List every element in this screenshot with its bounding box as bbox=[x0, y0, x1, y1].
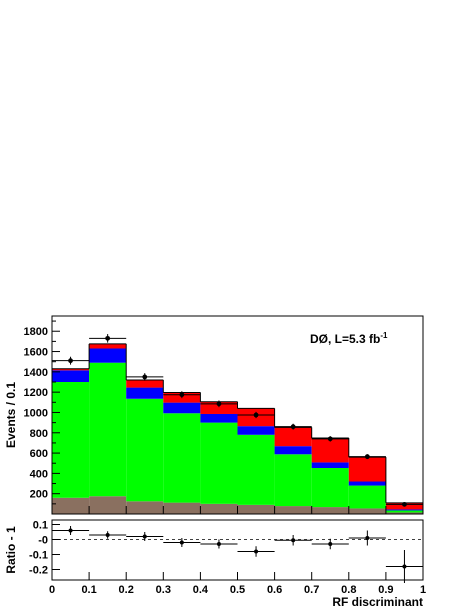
bar-series1-bin3 bbox=[163, 413, 201, 503]
bar-series1-bin0 bbox=[52, 382, 90, 498]
data-point-8 bbox=[364, 454, 370, 460]
bar-series1-bin6 bbox=[274, 454, 312, 507]
bar-series1-bin7 bbox=[311, 468, 349, 508]
ratio-point-7 bbox=[328, 542, 333, 546]
xtick-label-7: 0.7 bbox=[304, 584, 319, 596]
data-point-0 bbox=[68, 358, 73, 364]
data-point-3 bbox=[179, 392, 185, 398]
xtick-label-0: 0 bbox=[49, 584, 55, 596]
bar-series0-bin9 bbox=[385, 512, 423, 514]
bar-series3-bin1 bbox=[89, 343, 127, 349]
main-ytick-label-4: 1000 bbox=[24, 407, 48, 419]
bar-series1-bin2 bbox=[126, 398, 164, 502]
ratio-ytick-label-1: -0.1 bbox=[29, 550, 48, 562]
ratio-plot-frame bbox=[52, 520, 423, 580]
bar-series0-bin0 bbox=[52, 497, 90, 514]
bar-series0-bin6 bbox=[274, 506, 312, 514]
bar-series2-bin7 bbox=[311, 462, 349, 469]
bar-series3-bin6 bbox=[274, 427, 312, 447]
bar-series3-bin7 bbox=[311, 438, 349, 463]
ratio-ytick-label-2: -0 bbox=[38, 535, 48, 547]
bar-series2-bin3 bbox=[163, 402, 201, 414]
bar-series0-bin5 bbox=[237, 504, 275, 514]
ratio-point-4 bbox=[216, 542, 221, 546]
ratio-ytick-label-3: 0.1 bbox=[33, 520, 48, 532]
xtick-label-1: 0.1 bbox=[81, 584, 96, 596]
bar-series0-bin7 bbox=[311, 507, 349, 514]
bar-series2-bin4 bbox=[200, 413, 238, 423]
bar-series3-bin8 bbox=[348, 457, 386, 482]
bar-series0-bin8 bbox=[348, 508, 386, 514]
bar-series0-bin2 bbox=[126, 501, 164, 514]
bar-series1-bin9 bbox=[385, 510, 423, 513]
y-axis-title: Events / 0.1 bbox=[4, 382, 18, 448]
ratio-point-2 bbox=[142, 534, 147, 539]
main-ytick-label-8: 1800 bbox=[24, 326, 48, 338]
ratio-point-5 bbox=[254, 549, 259, 554]
main-ytick-label-1: 400 bbox=[30, 468, 48, 480]
main-plot-border bbox=[51, 315, 424, 515]
ratio-point-1 bbox=[105, 533, 110, 537]
xtick-label-2: 0.2 bbox=[119, 584, 134, 596]
ratio-point-0 bbox=[68, 528, 73, 533]
bar-series1-bin8 bbox=[348, 485, 386, 509]
ratio-point-8 bbox=[365, 536, 370, 540]
bar-series0-bin3 bbox=[163, 502, 201, 514]
bar-series2-bin5 bbox=[237, 426, 275, 435]
xtick-label-5: 0.5 bbox=[230, 584, 245, 596]
main-ytick-label-5: 1200 bbox=[24, 387, 48, 399]
ratio-plot: -0.2 -0.1 -0 0.1 0 0.1 0.2 0.3 0.4 0.5 0.6 0.7 0.8 0.… bbox=[4, 519, 426, 607]
bar-series2-bin2 bbox=[126, 387, 164, 399]
data-point-9 bbox=[402, 501, 407, 507]
ratio-axis-title: Ratio - 1 bbox=[4, 526, 18, 574]
ratio-ytick-label-0: -0.2 bbox=[29, 565, 48, 577]
data-point-7 bbox=[327, 436, 333, 442]
main-ytick-label-0: 200 bbox=[30, 489, 48, 501]
main-plot: 200 400 600 800 1000 1200 1400 1600 1800 Events … bbox=[4, 315, 424, 515]
main-ytick-label-2: 600 bbox=[30, 448, 48, 460]
ratio-plot-border bbox=[51, 519, 424, 581]
bar-series2-bin0 bbox=[52, 370, 90, 382]
xtick-label-4: 0.4 bbox=[193, 584, 209, 596]
xtick-label-9: 0.9 bbox=[378, 584, 393, 596]
data-point-4 bbox=[216, 401, 222, 407]
bar-series2-bin9 bbox=[385, 509, 423, 511]
xtick-label-3: 0.3 bbox=[156, 584, 171, 596]
data-point-6 bbox=[290, 424, 296, 430]
bar-series2-bin1 bbox=[89, 348, 127, 363]
main-ytick-label-6: 1400 bbox=[24, 367, 48, 379]
ratio-point-6 bbox=[291, 538, 296, 543]
bar-series3-bin2 bbox=[126, 379, 164, 388]
bar-series3-bin0 bbox=[52, 368, 90, 371]
data-point-1 bbox=[105, 335, 111, 341]
bar-series3-bin4 bbox=[200, 401, 238, 414]
ratio-point-9 bbox=[402, 564, 407, 569]
bar-series2-bin8 bbox=[348, 481, 386, 486]
data-point-5 bbox=[253, 412, 259, 418]
luminosity-annotation: DØ, L=5.3 fb-1 bbox=[310, 331, 388, 346]
x-axis-title: RF discriminant bbox=[332, 595, 423, 607]
xtick-label-10: 1 bbox=[420, 584, 426, 596]
main-ytick-label-3: 800 bbox=[30, 428, 48, 440]
bar-series2-bin6 bbox=[274, 446, 312, 455]
bar-series0-bin1 bbox=[89, 496, 127, 514]
data-point-2 bbox=[142, 374, 148, 380]
main-ytick-label-7: 1600 bbox=[24, 347, 48, 359]
bar-series0-bin4 bbox=[200, 503, 238, 514]
bar-series1-bin1 bbox=[89, 362, 127, 497]
xtick-label-8: 0.8 bbox=[341, 584, 356, 596]
ratio-point-3 bbox=[179, 540, 184, 545]
bar-series1-bin4 bbox=[200, 422, 238, 504]
xtick-label-6: 0.6 bbox=[267, 584, 282, 596]
bar-series1-bin5 bbox=[237, 434, 275, 505]
